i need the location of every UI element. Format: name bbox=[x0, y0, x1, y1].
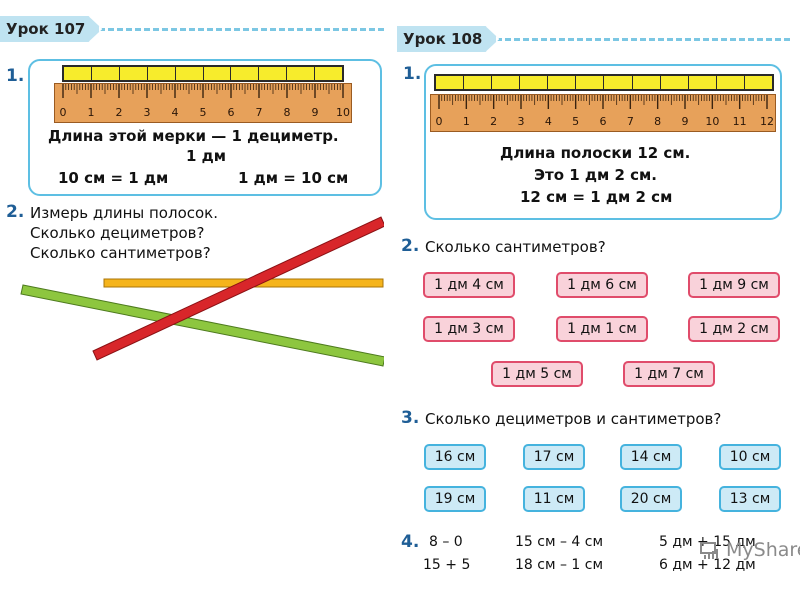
ruler-tick-label: 10 bbox=[336, 106, 350, 119]
lesson-title: Урок 108 bbox=[397, 26, 499, 52]
header-rule bbox=[397, 38, 790, 41]
task1-line2: 1 дм bbox=[186, 147, 227, 165]
ruler-tick-label: 10 bbox=[705, 115, 719, 128]
task1-line3: 12 см = 1 дм 2 см bbox=[520, 188, 673, 206]
chip-cm: 14 см bbox=[620, 444, 682, 470]
lesson-header-107: Урок 107 bbox=[0, 14, 384, 46]
ruler-tick-label: 7 bbox=[627, 115, 634, 128]
chip-cm: 13 см bbox=[719, 486, 781, 512]
watermark: MyShared bbox=[700, 539, 800, 561]
task1-line2: Это 1 дм 2 см. bbox=[534, 166, 657, 184]
expression: 8 – 0 bbox=[429, 534, 463, 550]
ruler-ticks: 0 1 2 3 4 5 6 7 8 9 10 11 12 bbox=[436, 95, 774, 128]
chip-cm: 10 см bbox=[719, 444, 781, 470]
chip-dm-cm: 1 дм 4 см bbox=[423, 272, 515, 298]
task2-question: Сколько сантиметров? bbox=[425, 238, 606, 256]
task-number-4: 4. bbox=[401, 532, 420, 552]
red-strip bbox=[92, 216, 384, 361]
ruler-tick-label: 11 bbox=[733, 115, 747, 128]
task1-line1: Длина полоски 12 см. bbox=[500, 144, 691, 162]
task2-line2: Сколько дециметров? bbox=[30, 224, 205, 242]
ruler-tick-label: 8 bbox=[654, 115, 661, 128]
ruler-tick-label: 5 bbox=[572, 115, 579, 128]
ruler-tick-label: 0 bbox=[436, 115, 443, 128]
chip-dm-cm: 1 дм 6 см bbox=[556, 272, 648, 298]
task-number-1: 1. bbox=[403, 64, 422, 84]
expression: 15 + 5 bbox=[423, 557, 471, 573]
ruler-tick-label: 2 bbox=[116, 106, 123, 119]
expression: 6 дм + 12 дм bbox=[659, 557, 756, 573]
decimeter-strip bbox=[62, 65, 344, 82]
chip-cm: 19 см bbox=[424, 486, 486, 512]
strips-illustration bbox=[20, 216, 384, 367]
expression: 15 см – 4 см bbox=[515, 534, 604, 550]
chip-dm-cm: 1 дм 9 см bbox=[688, 272, 780, 298]
chip-cm: 20 см bbox=[620, 486, 682, 512]
task2-line1: Измерь длины полосок. bbox=[30, 204, 218, 222]
chip-dm-cm: 1 дм 3 см bbox=[423, 316, 515, 342]
lesson-title: Урок 107 bbox=[0, 16, 102, 42]
lesson-header-108: Урок 108 bbox=[397, 24, 790, 56]
task-number-2: 2. bbox=[6, 202, 25, 222]
task1-box: 0 1 2 3 4 5 6 7 8 9 10 Длина этой мерки — 1 дециме… bbox=[28, 59, 382, 196]
task-number-3: 3. bbox=[401, 408, 420, 428]
ruler-tick-label: 8 bbox=[284, 106, 291, 119]
ruler-tick-label: 4 bbox=[172, 106, 179, 119]
task1-box: 0 1 2 3 4 5 6 7 8 9 10 11 12 Длина полоски 12 см. Эт… bbox=[424, 64, 782, 220]
task1-eq2: 1 дм = 10 см bbox=[238, 169, 349, 187]
header-rule bbox=[0, 28, 384, 31]
task-number-2: 2. bbox=[401, 236, 420, 256]
ruler-tick-label: 9 bbox=[312, 106, 319, 119]
ruler-tick-label: 9 bbox=[682, 115, 689, 128]
chip-cm: 17 см bbox=[523, 444, 585, 470]
left-page: Урок 107 1. 0 1 2 3 4 5 6 7 8 9 10 Длина этой мерк… bbox=[0, 14, 384, 376]
task1-eq1: 10 см = 1 дм bbox=[58, 169, 169, 187]
ruler: 0 1 2 3 4 5 6 7 8 9 10 11 12 bbox=[430, 94, 776, 132]
task3-question: Сколько дециметров и сантиметров? bbox=[425, 410, 722, 428]
ruler-tick-label: 3 bbox=[144, 106, 151, 119]
chip-dm-cm: 1 дм 1 см bbox=[556, 316, 648, 342]
ruler-tick-label: 7 bbox=[256, 106, 263, 119]
chip-cm: 16 см bbox=[424, 444, 486, 470]
ruler-tick-label: 3 bbox=[518, 115, 525, 128]
ruler: 0 1 2 3 4 5 6 7 8 9 10 bbox=[54, 83, 352, 123]
ruler-ticks: 0 1 2 3 4 5 6 7 8 9 10 bbox=[60, 84, 350, 119]
green-strip bbox=[20, 284, 384, 367]
ruler-tick-label: 6 bbox=[600, 115, 607, 128]
task-number-1: 1. bbox=[6, 66, 25, 86]
ruler-tick-label: 12 bbox=[760, 115, 774, 128]
ruler-tick-label: 1 bbox=[88, 106, 95, 119]
ruler-tick-label: 0 bbox=[60, 106, 67, 119]
myshared-logo-icon bbox=[700, 541, 722, 559]
ruler-tick-label: 6 bbox=[228, 106, 235, 119]
task2-line3: Сколько сантиметров? bbox=[30, 244, 211, 262]
ruler-tick-label: 1 bbox=[463, 115, 470, 128]
chip-dm-cm: 1 дм 5 см bbox=[491, 361, 583, 387]
right-page: Урок 108 1. 0 1 2 3 4 5 6 7 8 9 10 11 12 Длина полос… bbox=[397, 24, 790, 584]
chip-cm: 11 см bbox=[523, 486, 585, 512]
strip-12cm bbox=[434, 74, 774, 91]
chip-dm-cm: 1 дм 7 см bbox=[623, 361, 715, 387]
task1-line1: Длина этой мерки — 1 дециметр. bbox=[48, 127, 339, 145]
ruler-tick-label: 2 bbox=[490, 115, 497, 128]
expression: 18 см – 1 см bbox=[515, 557, 604, 573]
ruler-tick-label: 5 bbox=[200, 106, 207, 119]
watermark-text: MyShared bbox=[726, 539, 800, 561]
ruler-tick-label: 4 bbox=[545, 115, 552, 128]
chip-dm-cm: 1 дм 2 см bbox=[688, 316, 780, 342]
